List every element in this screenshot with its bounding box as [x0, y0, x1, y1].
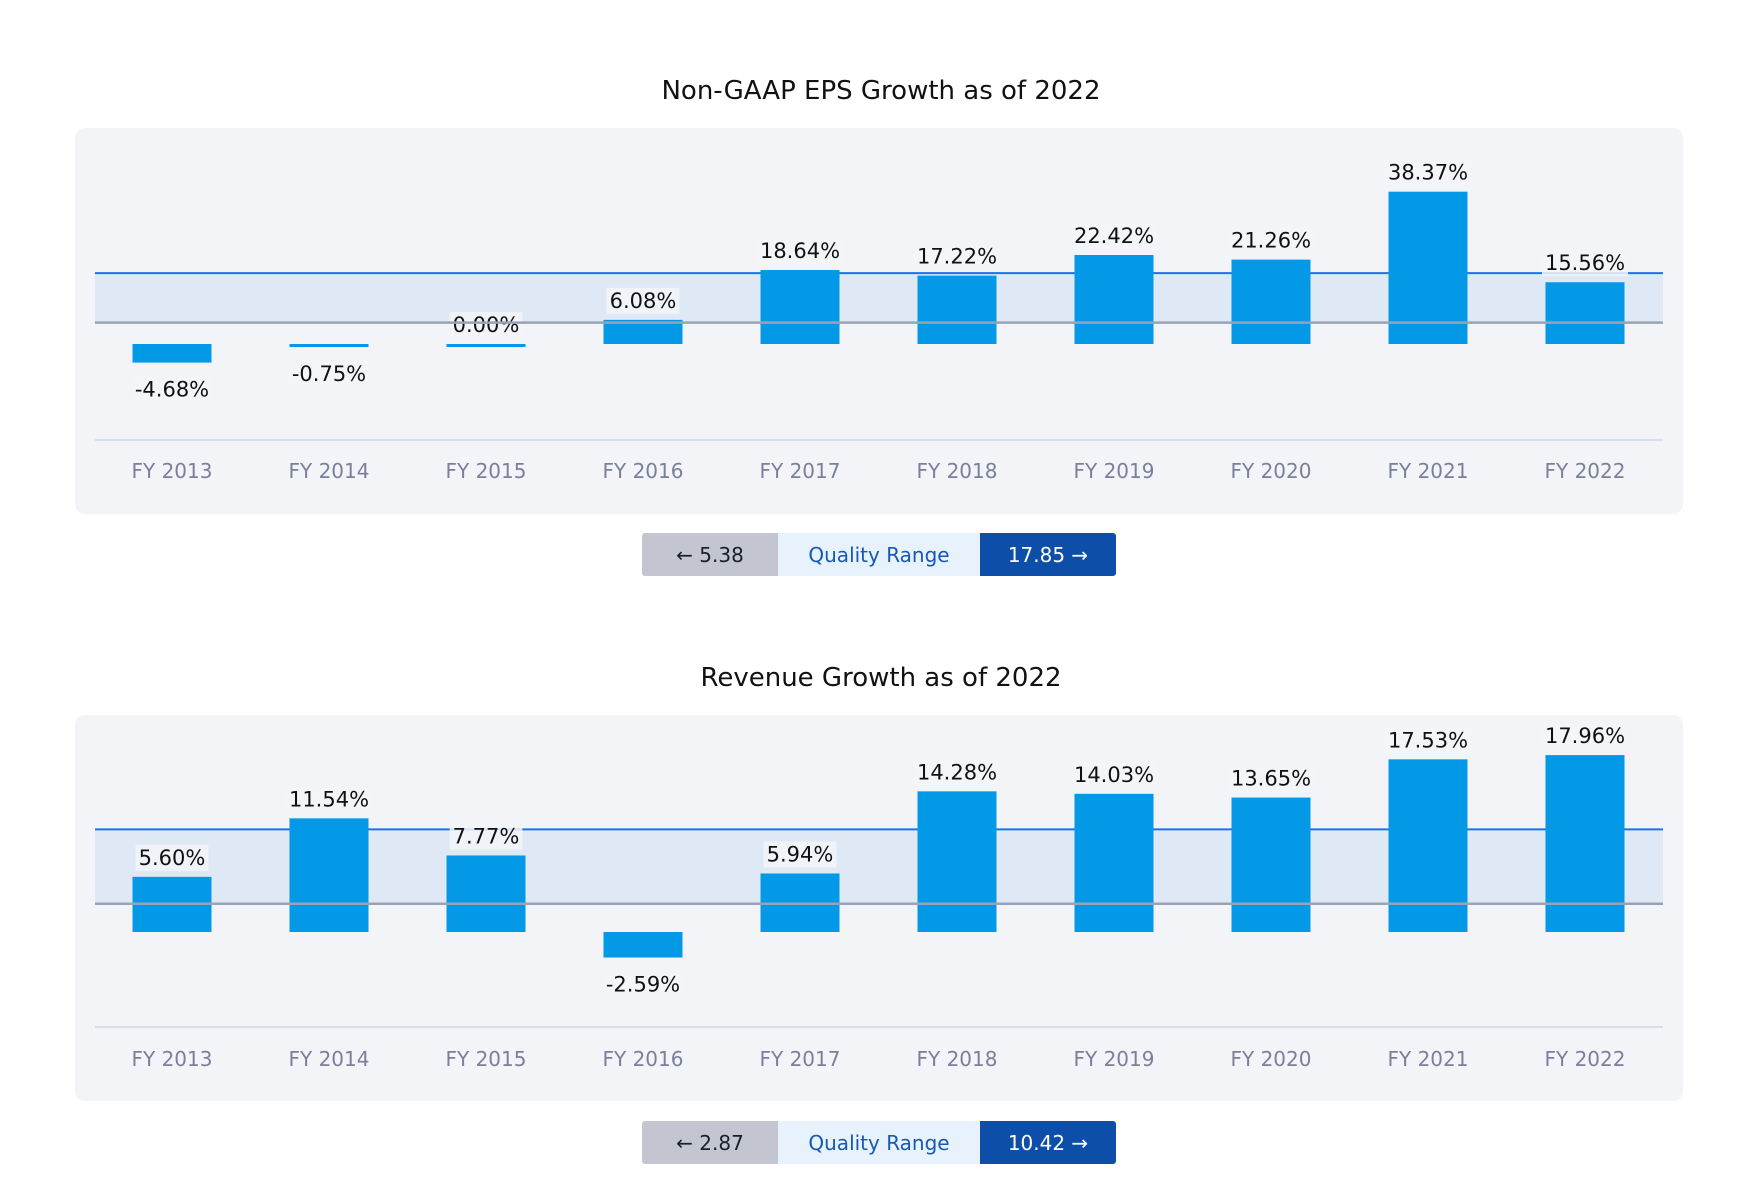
data-label-bg — [1227, 227, 1315, 254]
data-label-bg — [1541, 723, 1629, 750]
chart-title-revenue: Revenue Growth as of 2022 — [700, 663, 1062, 693]
data-label: 17.96% — [1545, 724, 1625, 748]
bar — [446, 344, 526, 347]
data-label-bg — [602, 971, 684, 998]
data-label-bg — [913, 243, 1001, 270]
data-label-bg — [763, 841, 837, 868]
quality-range-eps: ← 5.38 Quality Range 17.85 → — [642, 533, 1116, 576]
data-label-bg — [449, 823, 523, 850]
data-label: 5.94% — [767, 842, 834, 866]
data-label: 13.65% — [1231, 767, 1311, 791]
data-label-bg — [135, 844, 209, 871]
quality-range-high: 10.42 → — [980, 1121, 1116, 1164]
data-label: -0.75% — [292, 362, 366, 386]
quality-range-low: ← 5.38 — [642, 533, 778, 576]
data-label: 11.54% — [289, 787, 369, 811]
data-label-bg — [756, 237, 844, 264]
bar — [1074, 254, 1154, 344]
data-label-bg — [1070, 222, 1158, 249]
data-label: 18.64% — [760, 239, 840, 263]
x-tick-label: FY 2021 — [1388, 459, 1469, 483]
x-tick-label: FY 2019 — [1074, 459, 1155, 483]
x-tick-label: FY 2022 — [1545, 1047, 1626, 1071]
quality-range-high: 17.85 → — [980, 533, 1116, 576]
bar — [917, 275, 997, 344]
x-tick-label: FY 2016 — [603, 459, 684, 483]
data-label: 21.26% — [1231, 229, 1311, 253]
data-label-bg — [285, 786, 373, 813]
bar — [1545, 755, 1625, 932]
data-label-bg — [1070, 761, 1158, 788]
data-label: 6.08% — [610, 289, 677, 313]
bar — [760, 269, 840, 344]
data-label: 15.56% — [1545, 251, 1625, 275]
x-tick-label: FY 2021 — [1388, 1047, 1469, 1071]
data-label: 14.03% — [1074, 763, 1154, 787]
chart-0: -4.68% FY 2013 -0.75% FY 2014 0.00% FY 2015 6.… — [95, 159, 1663, 483]
data-label: 14.28% — [917, 760, 997, 784]
x-tick-label: FY 2017 — [760, 459, 841, 483]
bar — [1231, 797, 1311, 932]
data-label-bg — [288, 361, 370, 387]
data-label: 38.37% — [1388, 161, 1468, 185]
x-tick-label: FY 2022 — [1545, 459, 1626, 483]
data-label: -2.59% — [606, 973, 680, 997]
data-label: 7.77% — [453, 824, 520, 848]
x-tick-label: FY 2017 — [760, 1047, 841, 1071]
bar — [917, 791, 997, 932]
chart-title-eps: Non-GAAP EPS Growth as of 2022 — [661, 76, 1101, 106]
data-label: 5.60% — [139, 846, 206, 870]
x-tick-label: FY 2018 — [917, 459, 998, 483]
bar — [603, 932, 683, 958]
data-label: -4.68% — [135, 378, 209, 402]
bar — [289, 344, 369, 347]
quality-range-label: Quality Range — [778, 1121, 980, 1164]
data-label: 17.22% — [917, 245, 997, 269]
x-tick-label: FY 2019 — [1074, 1047, 1155, 1071]
x-tick-label: FY 2016 — [603, 1047, 684, 1071]
data-label-bg — [1384, 727, 1472, 754]
bar — [289, 818, 369, 932]
data-label-bg — [1541, 250, 1629, 277]
bar — [1545, 282, 1625, 344]
bar — [1231, 259, 1311, 344]
data-label-bg — [449, 312, 523, 338]
quality-range-label: Quality Range — [778, 533, 980, 576]
x-tick-label: FY 2014 — [289, 459, 370, 483]
chart-1: 5.60% FY 2013 11.54% FY 2014 7.77% FY 2015 -2.… — [95, 723, 1663, 1071]
x-tick-label: FY 2018 — [917, 1047, 998, 1071]
quality-range-revenue: ← 2.87 Quality Range 10.42 → — [642, 1121, 1116, 1164]
data-label: 17.53% — [1388, 728, 1468, 752]
quality-range-low: ← 2.87 — [642, 1121, 778, 1164]
x-tick-label: FY 2013 — [132, 459, 213, 483]
x-tick-label: FY 2013 — [132, 1047, 213, 1071]
data-label-bg — [606, 287, 680, 314]
bar — [132, 344, 212, 363]
x-tick-label: FY 2015 — [446, 459, 527, 483]
bar — [446, 855, 526, 932]
bar — [1074, 793, 1154, 932]
data-label-bg — [1227, 765, 1315, 792]
x-tick-label: FY 2014 — [289, 1047, 370, 1071]
data-label: 22.42% — [1074, 224, 1154, 248]
bar — [1388, 759, 1468, 932]
x-tick-label: FY 2020 — [1231, 1047, 1312, 1071]
data-label-bg — [131, 376, 213, 403]
data-label-bg — [1384, 159, 1472, 186]
bar — [1388, 191, 1468, 344]
data-label-bg — [913, 759, 1001, 786]
x-tick-label: FY 2020 — [1231, 459, 1312, 483]
x-tick-label: FY 2015 — [446, 1047, 527, 1071]
data-label: 0.00% — [453, 313, 520, 337]
